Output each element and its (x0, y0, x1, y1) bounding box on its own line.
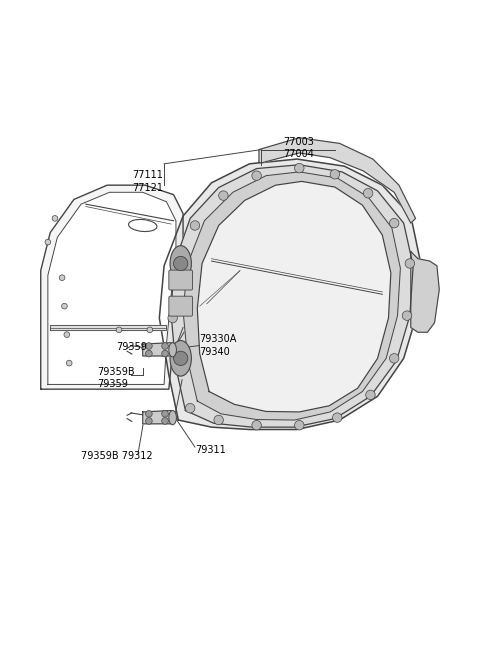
Circle shape (147, 327, 153, 333)
Circle shape (162, 418, 168, 424)
Circle shape (162, 343, 168, 349)
Polygon shape (143, 411, 174, 424)
Circle shape (52, 215, 58, 221)
Circle shape (185, 403, 195, 413)
Text: 77111
77121: 77111 77121 (132, 170, 163, 193)
Polygon shape (183, 172, 400, 420)
Circle shape (66, 360, 72, 366)
Text: 79359B 79312: 79359B 79312 (81, 451, 153, 460)
Circle shape (145, 411, 152, 417)
Circle shape (174, 256, 188, 271)
Circle shape (330, 170, 340, 179)
Circle shape (168, 313, 178, 323)
Ellipse shape (169, 343, 177, 357)
Circle shape (145, 418, 152, 424)
Circle shape (116, 327, 122, 333)
Circle shape (190, 221, 200, 231)
Polygon shape (41, 185, 183, 389)
Polygon shape (259, 138, 416, 223)
Circle shape (295, 163, 304, 173)
Circle shape (162, 350, 168, 357)
Circle shape (173, 263, 182, 273)
Text: 79359B
79359: 79359B 79359 (97, 367, 135, 389)
Circle shape (145, 350, 152, 357)
Polygon shape (48, 193, 176, 384)
Circle shape (389, 354, 399, 363)
Circle shape (61, 303, 67, 309)
Circle shape (174, 351, 188, 365)
Circle shape (174, 351, 183, 361)
Circle shape (333, 413, 342, 422)
Circle shape (405, 259, 415, 268)
Circle shape (145, 343, 152, 349)
Text: 77003
77004: 77003 77004 (283, 137, 313, 159)
Polygon shape (143, 343, 174, 356)
Polygon shape (50, 325, 167, 330)
Polygon shape (411, 252, 439, 332)
Circle shape (402, 311, 412, 320)
FancyBboxPatch shape (169, 296, 192, 316)
Circle shape (363, 189, 373, 198)
Circle shape (366, 390, 375, 400)
Circle shape (64, 332, 70, 337)
Circle shape (295, 421, 304, 430)
Text: 79311: 79311 (195, 445, 226, 455)
Text: 79359: 79359 (117, 343, 147, 352)
Circle shape (162, 411, 168, 417)
Ellipse shape (170, 246, 192, 281)
FancyBboxPatch shape (169, 270, 192, 290)
Polygon shape (159, 159, 420, 430)
Polygon shape (171, 165, 413, 427)
Circle shape (219, 191, 228, 200)
Text: 79330A
79340: 79330A 79340 (200, 334, 237, 357)
Circle shape (252, 421, 261, 430)
Circle shape (45, 239, 51, 245)
Circle shape (214, 415, 223, 424)
Ellipse shape (170, 341, 192, 376)
Circle shape (389, 218, 399, 228)
Ellipse shape (169, 411, 177, 424)
Circle shape (252, 171, 261, 180)
Circle shape (59, 275, 65, 280)
Polygon shape (197, 181, 391, 412)
